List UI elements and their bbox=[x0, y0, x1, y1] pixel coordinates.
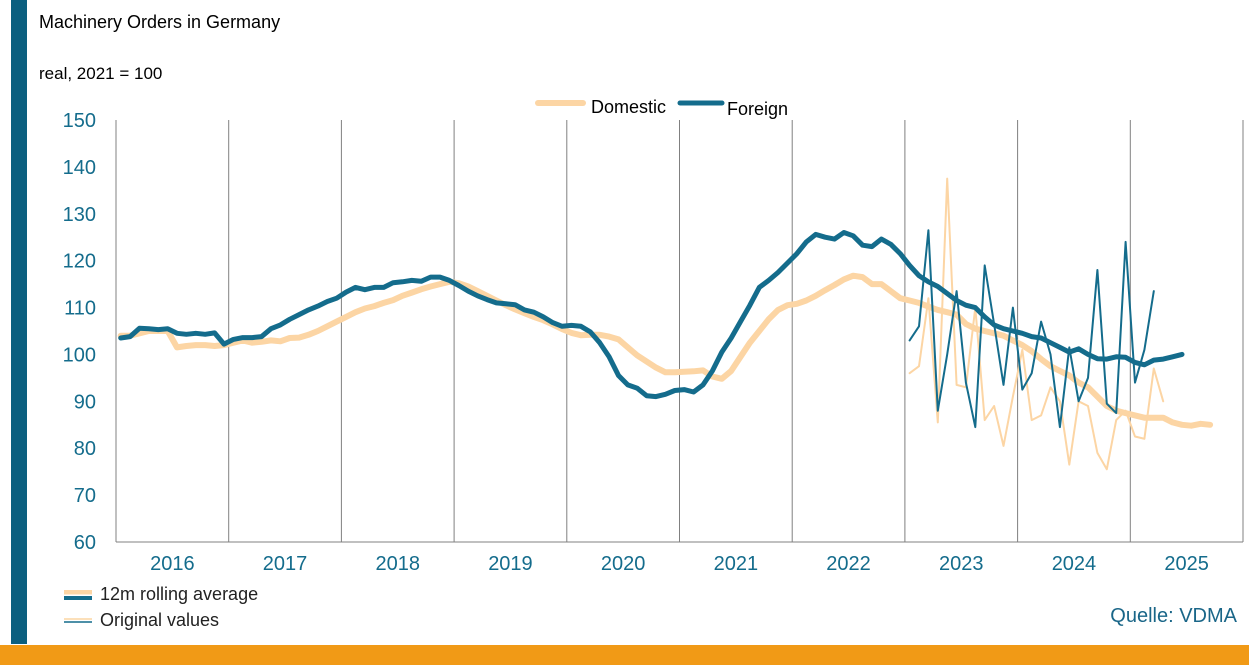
source-note: Quelle: VDMA bbox=[1110, 605, 1237, 627]
legend-original-values-label: Original values bbox=[100, 610, 220, 630]
x-tick-label: 2021 bbox=[714, 553, 759, 575]
y-tick-label: 120 bbox=[63, 251, 96, 273]
y-tick-label: 60 bbox=[74, 532, 96, 554]
left-accent-bar bbox=[11, 0, 27, 644]
x-tick-label: 2023 bbox=[939, 553, 984, 575]
series-line-domestic-original bbox=[908, 177, 1165, 471]
series-line-foreign-original bbox=[908, 229, 1155, 429]
legend-rolling-average: 12m rolling average bbox=[64, 584, 258, 605]
y-tick-label: 110 bbox=[64, 298, 96, 320]
x-tick-label: 2024 bbox=[1052, 553, 1097, 575]
legend-original-values: Original values bbox=[64, 610, 219, 631]
bottom-accent-bar bbox=[0, 645, 1249, 665]
legend-rolling-average-label: 12m rolling average bbox=[100, 584, 259, 604]
x-tick-label: 2020 bbox=[601, 553, 646, 575]
legend-domestic-label: Domestic bbox=[591, 97, 666, 117]
series-lines bbox=[117, 177, 1214, 471]
chart-title: Machinery Orders in Germany bbox=[39, 12, 281, 32]
x-tick-label: 2025 bbox=[1164, 553, 1209, 575]
x-tick-label: 2018 bbox=[376, 553, 421, 575]
y-tick-label: 90 bbox=[74, 391, 96, 413]
y-tick-label: 100 bbox=[63, 344, 96, 366]
x-tick-label: 2016 bbox=[150, 553, 195, 575]
x-tick-label: 2017 bbox=[263, 553, 308, 575]
legend-foreign-label: Foreign bbox=[727, 99, 788, 119]
rolling-average-swatch-icon bbox=[64, 590, 92, 601]
grid-lines bbox=[115, 120, 1244, 543]
x-axis-ticks: 2016 2017 2018 2019 2020 2021 2022 2023 2024 2025 bbox=[150, 553, 1209, 575]
series-line-foreign-average bbox=[118, 230, 1185, 400]
y-tick-label: 150 bbox=[63, 110, 96, 132]
chart-subtitle: real, 2021 = 100 bbox=[39, 64, 163, 83]
y-tick-label: 70 bbox=[74, 485, 96, 507]
x-tick-label: 2019 bbox=[488, 553, 533, 575]
legend-top: Domestic Foreign bbox=[535, 97, 788, 119]
y-axis-ticks: 150 140 130 120 110 100 90 80 70 60 bbox=[63, 110, 96, 554]
y-tick-label: 140 bbox=[63, 157, 96, 179]
x-tick-label: 2022 bbox=[826, 553, 871, 575]
series-line-domestic-average bbox=[117, 272, 1214, 429]
y-tick-label: 130 bbox=[63, 204, 96, 226]
original-values-swatch-icon bbox=[64, 618, 92, 623]
y-tick-label: 80 bbox=[74, 438, 96, 460]
